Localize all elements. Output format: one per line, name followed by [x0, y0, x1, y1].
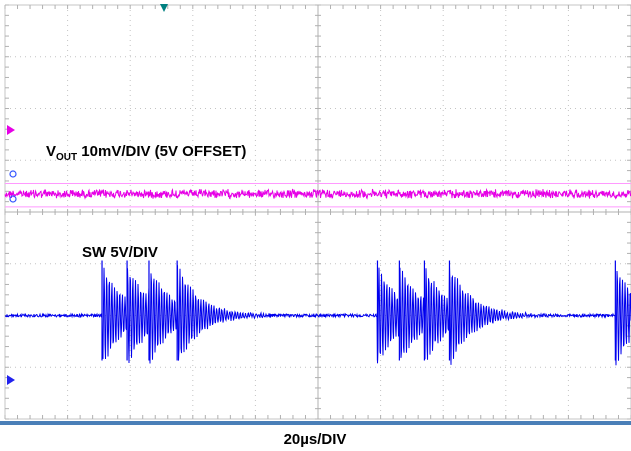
- channel-markers: [7, 4, 168, 385]
- vout-subscript: OUT: [56, 152, 77, 163]
- graticule: [4, 4, 631, 420]
- ref-marker-icon: [9, 195, 17, 203]
- bottom-border: [0, 421, 631, 425]
- sw-channel-marker-icon: [7, 375, 15, 385]
- vout-channel-marker-icon: [7, 125, 15, 135]
- ref-marker-icon: [9, 170, 17, 178]
- x-axis-label: 20µs/DIV: [284, 431, 347, 448]
- reference-lines: [5, 183, 631, 208]
- vout-trace: [4, 187, 631, 200]
- sw-channel-label: SW 5V/DIV: [82, 244, 158, 261]
- traces: [4, 187, 631, 366]
- vout-channel-label: VOUT 10mV/DIV (5V OFFSET): [46, 143, 246, 163]
- trigger-marker-icon: [160, 4, 168, 12]
- sw-trace: [4, 265, 631, 366]
